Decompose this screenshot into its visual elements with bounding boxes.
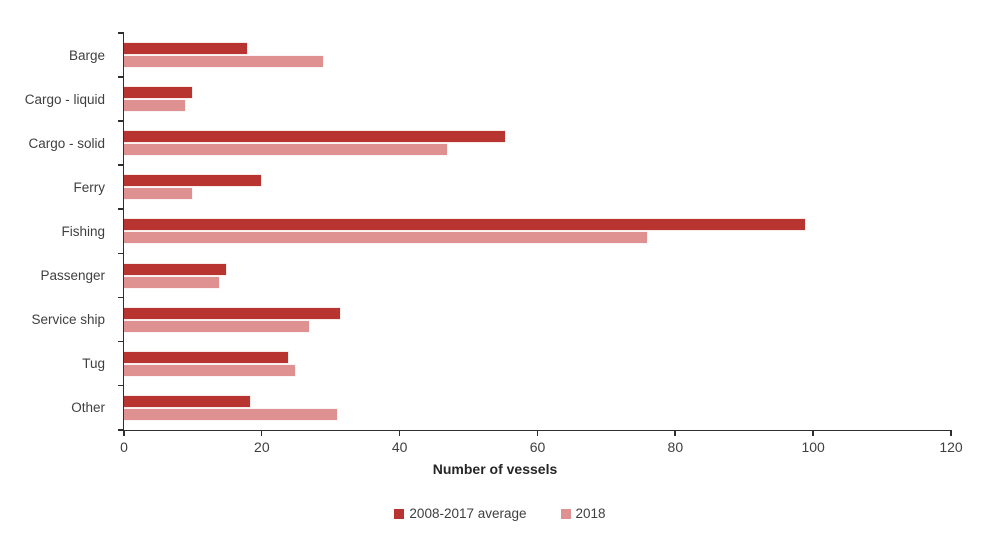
bar-2018-service-ship (124, 319, 311, 333)
category-label-other: Other (71, 400, 105, 416)
y-axis-tick (118, 76, 124, 78)
bar-2008-2017-average-other (124, 394, 252, 408)
bars-layer (124, 33, 951, 430)
bar-2008-2017-average-cargo-solid (124, 130, 507, 144)
y-axis-tick (118, 32, 124, 34)
bar-group-tug (124, 342, 951, 386)
bar-2018-other (124, 407, 338, 421)
x-axis-tick (674, 430, 676, 436)
x-axis-tick (536, 430, 538, 436)
x-axis-tick (950, 430, 952, 436)
bar-2018-barge (124, 55, 324, 69)
legend-label-2008-2017-average: 2008-2017 average (409, 506, 527, 521)
category-label-ferry: Ferry (73, 179, 106, 195)
bar-2018-cargo-solid (124, 143, 448, 157)
y-axis-tick (118, 384, 124, 387)
y-axis-tick (118, 208, 124, 210)
bar-group-other (124, 386, 951, 430)
y-axis-tick (118, 120, 124, 122)
legend-swatch-2018 (560, 508, 571, 519)
bar-2008-2017-average-barge (124, 42, 249, 56)
legend-item-2018: 2018 (560, 506, 606, 521)
category-label-cargo-solid: Cargo - solid (28, 135, 105, 151)
bar-2018-ferry (124, 187, 193, 201)
category-label-fishing: Fishing (61, 223, 105, 239)
legend-swatch-2008-2017-average (394, 508, 405, 519)
y-axis-tick (118, 164, 124, 166)
x-axis-title: Number of vessels (432, 461, 558, 477)
x-tick-label-80: 80 (667, 439, 684, 455)
bar-2018-tug (124, 363, 297, 377)
bar-group-cargo-liquid (124, 77, 951, 121)
legend-label-2018: 2018 (575, 506, 606, 521)
bar-2018-passenger (124, 275, 221, 289)
y-axis-tick (118, 296, 124, 299)
plot-area: 0 20 40 60 80 100 120 (118, 32, 963, 455)
x-axis-tick (398, 430, 401, 436)
x-tick-label-0: 0 (120, 439, 128, 455)
bar-2008-2017-average-tug (124, 350, 290, 364)
legend-item-2008-2017-average: 2008-2017 average (394, 506, 527, 521)
bar-group-cargo-solid (124, 121, 951, 165)
bar-group-fishing (124, 209, 951, 253)
category-label-barge: Barge (68, 47, 105, 63)
x-tick-label-60: 60 (529, 439, 546, 455)
x-axis-tick (812, 430, 814, 436)
x-tick-label-20: 20 (254, 439, 270, 455)
category-label-passenger: Passenger (40, 268, 105, 284)
y-axis-tick (118, 340, 124, 343)
legend: 2008-2017 average 2018 (0, 506, 1000, 521)
bar-group-barge (124, 33, 951, 77)
bar-2008-2017-average-fishing (124, 218, 807, 232)
bar-2008-2017-average-service-ship (124, 306, 342, 320)
bar-2008-2017-average-passenger (124, 262, 228, 276)
x-tick-label-120: 120 (939, 439, 963, 455)
x-tick-label-40: 40 (391, 439, 408, 455)
bar-group-service-ship (124, 298, 951, 342)
y-axis-tick (118, 252, 124, 255)
category-label-tug: Tug (82, 356, 105, 372)
bar-group-passenger (124, 254, 951, 298)
bar-2018-fishing (124, 231, 648, 245)
category-label-service-ship: Service ship (31, 312, 105, 328)
y-axis-tick (118, 429, 124, 431)
category-label-cargo-liquid: Cargo - liquid (24, 91, 105, 107)
x-axis-tick (260, 430, 263, 436)
bar-group-ferry (124, 165, 951, 209)
bar-2008-2017-average-cargo-liquid (124, 86, 193, 100)
x-tick-label-100: 100 (801, 439, 825, 455)
bar-2018-cargo-liquid (124, 99, 187, 113)
x-axis-tick (123, 430, 125, 436)
bar-2008-2017-average-ferry (124, 174, 262, 188)
y-axis-labels: Barge Cargo - liquid Cargo - solid Ferry Fis… (0, 33, 114, 430)
